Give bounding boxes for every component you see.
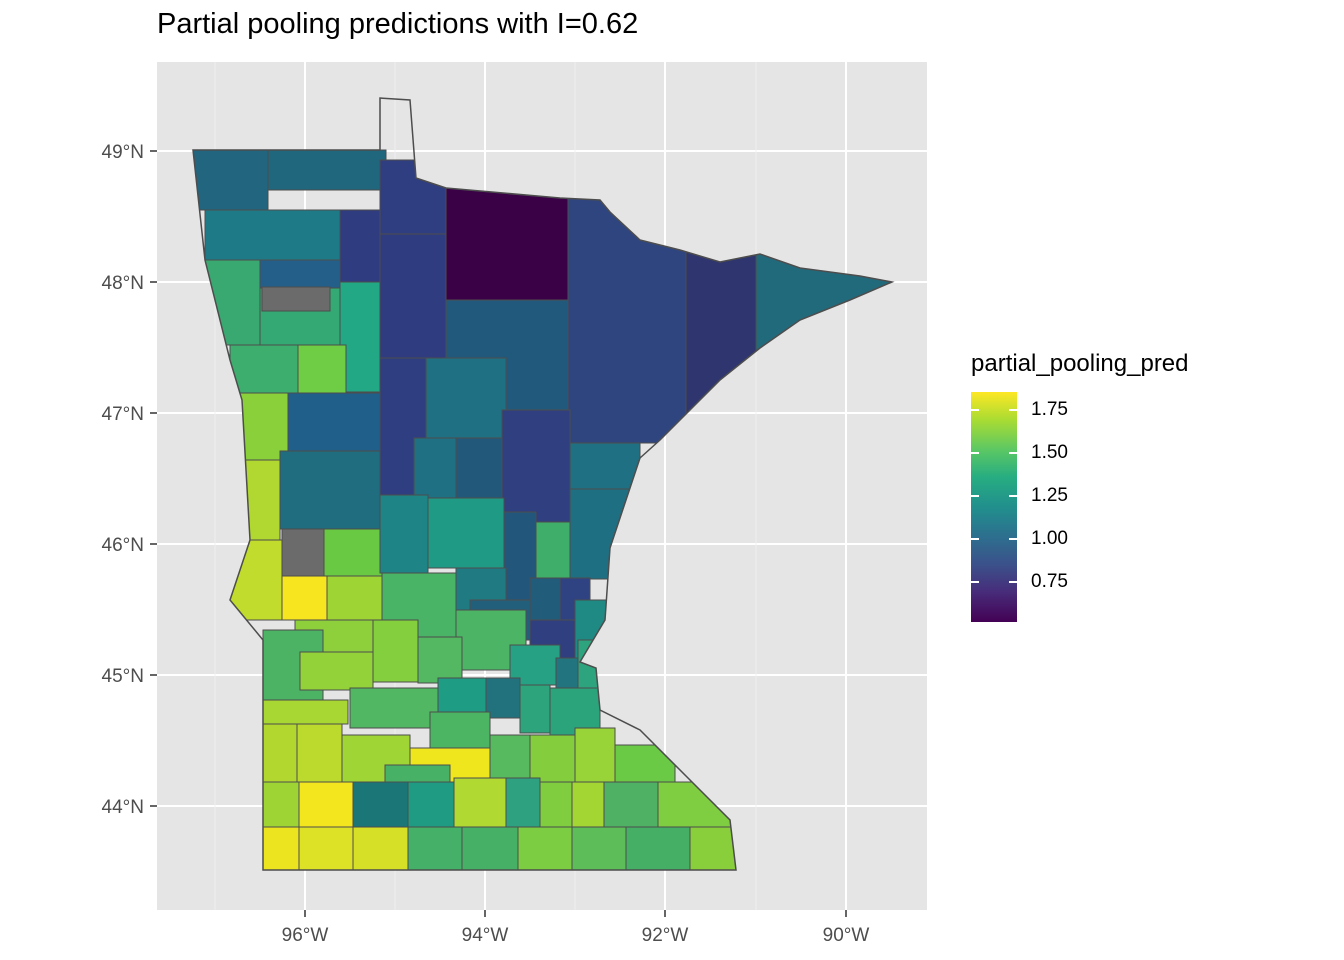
- county[interactable]: [505, 777, 541, 828]
- county[interactable]: [574, 727, 616, 783]
- county[interactable]: [352, 826, 409, 870]
- county[interactable]: [603, 781, 659, 828]
- county-layer: [193, 149, 892, 870]
- county[interactable]: [262, 723, 298, 783]
- county[interactable]: [281, 575, 328, 621]
- county[interactable]: [326, 575, 383, 621]
- county[interactable]: [262, 699, 349, 725]
- county[interactable]: [204, 209, 341, 261]
- county[interactable]: [298, 781, 354, 828]
- county[interactable]: [407, 781, 455, 828]
- county[interactable]: [262, 826, 300, 870]
- county[interactable]: [379, 494, 429, 574]
- legend-label: 1.25: [1031, 485, 1068, 506]
- county[interactable]: [407, 826, 463, 870]
- legend-tick: [1009, 538, 1017, 540]
- axis-ticks: [150, 150, 847, 917]
- county[interactable]: [339, 281, 381, 393]
- county[interactable]: [287, 392, 381, 452]
- legend-tick: [971, 538, 979, 540]
- y-axis-labels: 49°N 48°N 47°N 46°N 45°N 44°N: [102, 142, 144, 818]
- county[interactable]: [229, 344, 299, 394]
- county[interactable]: [571, 781, 605, 828]
- y-tick-label: 47°N: [102, 404, 144, 425]
- legend-label: 0.75: [1031, 571, 1068, 592]
- county[interactable]: [461, 826, 519, 870]
- county-missing[interactable]: [281, 528, 325, 577]
- county[interactable]: [429, 711, 491, 749]
- legend-tick: [1009, 581, 1017, 583]
- county[interactable]: [519, 684, 551, 734]
- legend-label: 1.00: [1031, 528, 1068, 549]
- county[interactable]: [372, 619, 419, 683]
- y-tick-label: 46°N: [102, 535, 144, 556]
- county[interactable]: [539, 781, 573, 828]
- state-outline: [192, 97, 895, 871]
- legend-tick: [971, 581, 979, 583]
- county[interactable]: [413, 437, 457, 499]
- county[interactable]: [625, 826, 691, 870]
- legend-tick: [1009, 452, 1017, 454]
- county[interactable]: [427, 497, 505, 569]
- county[interactable]: [555, 657, 579, 689]
- county[interactable]: [259, 259, 341, 289]
- county[interactable]: [193, 149, 269, 211]
- county[interactable]: [417, 636, 463, 684]
- legend-gradient: [971, 392, 1017, 622]
- y-tick-label: 44°N: [102, 797, 144, 818]
- county[interactable]: [262, 781, 300, 828]
- plot-title: Partial pooling predictions with I=0.62: [157, 8, 639, 40]
- county[interactable]: [297, 344, 347, 394]
- county[interactable]: [529, 577, 561, 621]
- county[interactable]: [323, 528, 383, 577]
- legend-title: partial_pooling_pred: [971, 350, 1189, 377]
- x-tick-label: 92°W: [642, 925, 689, 946]
- county[interactable]: [501, 409, 571, 523]
- legend-colorbar: 1.75 1.50 1.25 1.00 0.75: [971, 392, 1068, 622]
- legend-label: 1.75: [1031, 399, 1068, 420]
- county[interactable]: [535, 521, 571, 579]
- legend-tick: [1009, 409, 1017, 411]
- y-tick-label: 45°N: [102, 666, 144, 687]
- y-tick-label: 49°N: [102, 142, 144, 163]
- legend-tick: [971, 495, 979, 497]
- x-axis-labels: 96°W 94°W 92°W 90°W: [282, 925, 870, 946]
- legend: partial_pooling_pred: [971, 350, 1189, 622]
- x-tick-label: 90°W: [823, 925, 870, 946]
- county[interactable]: [339, 209, 381, 283]
- county[interactable]: [489, 734, 531, 783]
- county[interactable]: [445, 187, 569, 301]
- county[interactable]: [517, 826, 573, 870]
- legend-tick: [971, 452, 979, 454]
- legend-tick: [971, 409, 979, 411]
- legend-tick: [1009, 495, 1017, 497]
- county[interactable]: [571, 826, 627, 870]
- county[interactable]: [298, 826, 354, 870]
- county[interactable]: [352, 781, 409, 828]
- county[interactable]: [569, 442, 641, 490]
- legend-label: 1.50: [1031, 442, 1068, 463]
- county[interactable]: [529, 734, 576, 783]
- county[interactable]: [379, 233, 447, 359]
- county[interactable]: [267, 149, 387, 191]
- county[interactable]: [279, 450, 381, 530]
- x-tick-label: 96°W: [282, 925, 329, 946]
- x-tick-label: 94°W: [462, 925, 509, 946]
- county[interactable]: [349, 687, 439, 729]
- county[interactable]: [453, 777, 507, 828]
- county[interactable]: [485, 677, 521, 719]
- y-tick-label: 48°N: [102, 273, 144, 294]
- county[interactable]: [296, 723, 343, 783]
- county[interactable]: [299, 651, 374, 691]
- county[interactable]: [425, 357, 507, 439]
- county-missing[interactable]: [261, 286, 331, 312]
